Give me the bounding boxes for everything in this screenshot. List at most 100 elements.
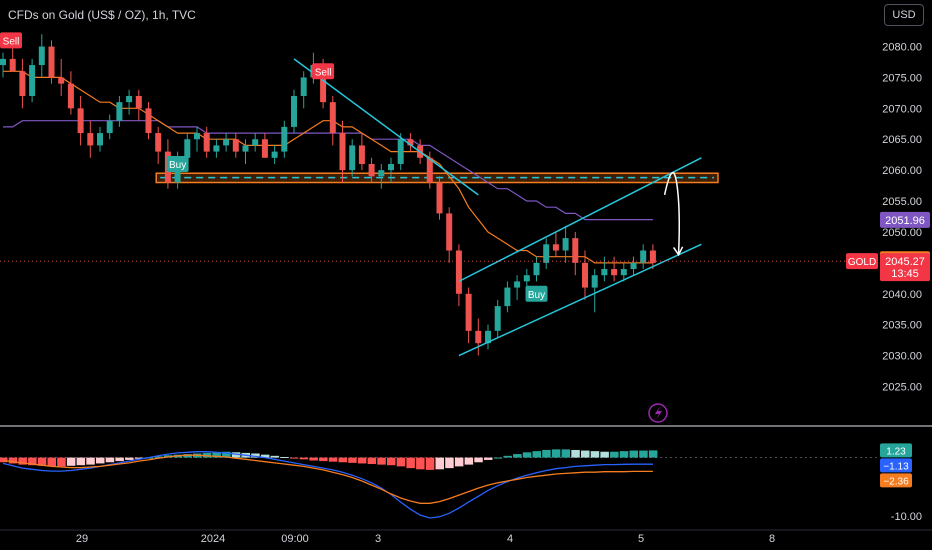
candle-body	[58, 77, 65, 84]
candle-body	[126, 95, 133, 103]
candle-body	[252, 139, 259, 146]
macd-histogram-bar	[47, 457, 56, 467]
candle-body	[155, 133, 162, 152]
candle-body	[0, 58, 6, 66]
price-axis-badge	[880, 253, 930, 282]
candle-body	[48, 46, 55, 78]
time-axis-tick: 2024	[201, 533, 225, 545]
time-axis-tick: 4	[507, 533, 513, 545]
symbol-tag-text: GOLD	[848, 257, 876, 268]
symbol-tag	[846, 253, 878, 270]
candle-body	[67, 83, 74, 109]
macd-histogram-bar	[222, 451, 231, 458]
candle-body	[611, 269, 618, 276]
macd-histogram-bar	[619, 451, 629, 458]
macd-histogram-bar	[503, 455, 512, 458]
macd-value-badge-text: −1.13	[883, 461, 909, 472]
candle-body	[582, 262, 588, 288]
price-axis-badge-value: 2051.96	[885, 215, 925, 227]
candle-body	[29, 65, 36, 96]
candle-body	[562, 238, 569, 251]
macd-histogram-bar	[86, 457, 95, 465]
candle-body	[300, 77, 307, 96]
price-axis-tick: 2030.00	[882, 351, 922, 363]
candle-body	[349, 145, 356, 171]
candle-body	[358, 145, 365, 164]
candle-body	[184, 139, 191, 158]
macd-histogram-bar	[367, 457, 377, 465]
candle-body	[203, 133, 210, 152]
candle-body	[591, 275, 598, 288]
macd-histogram-bar	[348, 457, 357, 463]
macd-value-badge-text: 1.23	[886, 446, 906, 457]
candle-body	[9, 58, 16, 72]
macd-histogram-bar	[416, 457, 425, 470]
macd-histogram-bar	[639, 450, 648, 458]
macd-value-badge	[880, 473, 912, 488]
candle-body	[514, 281, 521, 288]
macd-value-badge-text: −2.36	[883, 476, 909, 487]
channel-lower-line	[458, 243, 702, 357]
sell-signal-text: Sell	[3, 36, 20, 47]
candle-body	[232, 139, 239, 152]
chart-title: CFDs on Gold (US$ / OZ), 1h, TVC	[8, 8, 196, 22]
candle-body	[426, 157, 433, 183]
time-axis-tick: 8	[769, 533, 775, 545]
time-axis-tick: 5	[638, 533, 644, 545]
candle-body	[38, 46, 45, 66]
macd-value-badge	[880, 458, 912, 473]
macd-histogram-bar	[18, 457, 27, 465]
sell-signal-text: Sell	[315, 67, 332, 78]
candle-body	[504, 287, 511, 307]
macd-histogram-bar	[542, 449, 551, 458]
macd-histogram-bar	[115, 457, 124, 462]
macd-signal-line	[2, 454, 653, 504]
macd-histogram-bar	[76, 457, 86, 466]
macd-histogram-bar	[212, 452, 221, 458]
macd-histogram-bar	[231, 452, 241, 458]
candle-body	[320, 65, 327, 103]
macd-histogram-bar	[319, 457, 328, 462]
macd-histogram-bar	[328, 457, 338, 462]
macd-histogram-bar	[309, 457, 318, 461]
macd-histogram-bar	[571, 449, 580, 458]
macd-histogram-bar	[387, 457, 396, 466]
candle-body	[19, 71, 26, 96]
candle-body	[87, 133, 94, 146]
candle-body	[116, 102, 123, 121]
macd-histogram-bar	[551, 449, 561, 458]
price-axis-tick: 2060.00	[882, 165, 922, 177]
macd-histogram-bar	[454, 457, 464, 467]
price-axis-badge-value: 2045.27	[885, 256, 925, 268]
macd-histogram-bar	[590, 451, 600, 458]
candle-body	[601, 269, 608, 276]
candle-body	[135, 95, 142, 109]
candle-body	[407, 139, 414, 146]
macd-histogram-bar	[260, 454, 270, 458]
macd-value-badge	[880, 443, 912, 458]
price-axis-badge-countdown: 13:45	[891, 268, 919, 280]
ma-slow-line	[3, 120, 653, 221]
candle-body	[339, 133, 346, 171]
macd-histogram-bar	[581, 450, 590, 458]
candle-body	[388, 163, 394, 171]
candle-body	[543, 244, 550, 263]
candle-body	[572, 238, 579, 263]
downtrend-line	[293, 58, 479, 196]
macd-histogram-bar	[474, 457, 483, 463]
channel-upper-line	[458, 157, 702, 283]
projection-arrow	[663, 171, 681, 254]
sell-signal-label	[0, 32, 22, 49]
macd-histogram-bar	[0, 457, 8, 463]
currency-button[interactable]: USD	[884, 4, 924, 26]
price-axis-tick: 2080.00	[882, 42, 922, 54]
macd-histogram-bar	[425, 457, 435, 470]
candle-body	[281, 126, 288, 152]
candle-body	[640, 250, 647, 263]
time-axis-tick: 09:00	[281, 533, 309, 545]
candle-body	[533, 262, 540, 276]
candle-body	[436, 182, 443, 214]
candle-body	[630, 262, 637, 270]
time-axis-tick: 3	[375, 533, 381, 545]
